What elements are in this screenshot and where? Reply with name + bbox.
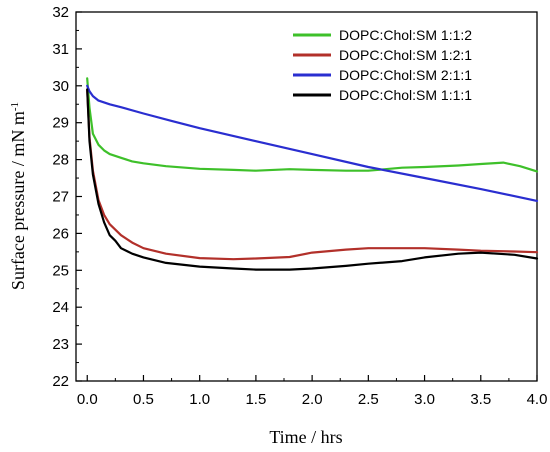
legend-label-dopc-chol-sm-1-1-1: DOPC:Chol:SM 1:1:1 xyxy=(339,87,472,103)
series-line-dopc-chol-sm-1-1-1 xyxy=(86,88,539,271)
x-tick-label: 3.0 xyxy=(414,391,435,408)
y-tick-label: 28 xyxy=(52,152,69,169)
x-tick-label: 2.5 xyxy=(358,391,379,408)
y-tick-label: 26 xyxy=(52,225,69,242)
y-tick-label: 27 xyxy=(52,189,69,206)
x-axis-ticks: 0.0 0.5 1.0 1.5 2.0 2.5 3.0 3.5 4.0 xyxy=(77,375,548,408)
x-tick-label: 0.0 xyxy=(77,391,98,408)
y-axis-ticks: 22 23 24 25 26 27 28 29 30 31 32 xyxy=(52,4,82,390)
y-tick-label: 22 xyxy=(52,373,69,390)
y-tick-label: 30 xyxy=(52,78,69,95)
y-tick-label: 24 xyxy=(52,299,69,316)
y-tick-label: 31 xyxy=(52,41,69,58)
series-line-dopc-chol-sm-1-1-2 xyxy=(86,77,539,173)
x-tick-label: 3.5 xyxy=(470,391,491,408)
x-axis-title: Time / hrs xyxy=(269,427,342,447)
y-tick-label: 25 xyxy=(52,262,69,279)
y-axis-title-superscript: -1 xyxy=(9,102,21,111)
series-line-dopc-chol-sm-2-1-1 xyxy=(86,84,539,202)
y-axis-title-main: Surface pressure / mN m xyxy=(8,111,28,290)
y-tick-label: 23 xyxy=(52,336,69,353)
series-line-dopc-chol-sm-1-2-1 xyxy=(86,88,539,261)
series-lines xyxy=(86,77,539,271)
x-tick-label: 4.0 xyxy=(527,391,548,408)
legend-label-dopc-chol-sm-2-1-1: DOPC:Chol:SM 2:1:1 xyxy=(339,67,472,83)
legend: DOPC:Chol:SM 1:1:2 DOPC:Chol:SM 1:2:1 DOPC… xyxy=(293,27,472,103)
x-tick-label: 1.0 xyxy=(189,391,210,408)
x-tick-label: 2.0 xyxy=(302,391,323,408)
y-tick-label: 32 xyxy=(52,4,69,21)
x-tick-label: 0.5 xyxy=(133,391,154,408)
y-axis-title: Surface pressure / mN m-1 xyxy=(8,102,28,290)
x-tick-label: 1.5 xyxy=(245,391,266,408)
legend-label-dopc-chol-sm-1-2-1: DOPC:Chol:SM 1:2:1 xyxy=(339,47,472,63)
y-tick-label: 29 xyxy=(52,115,69,132)
legend-label-dopc-chol-sm-1-1-2: DOPC:Chol:SM 1:1:2 xyxy=(339,27,472,43)
